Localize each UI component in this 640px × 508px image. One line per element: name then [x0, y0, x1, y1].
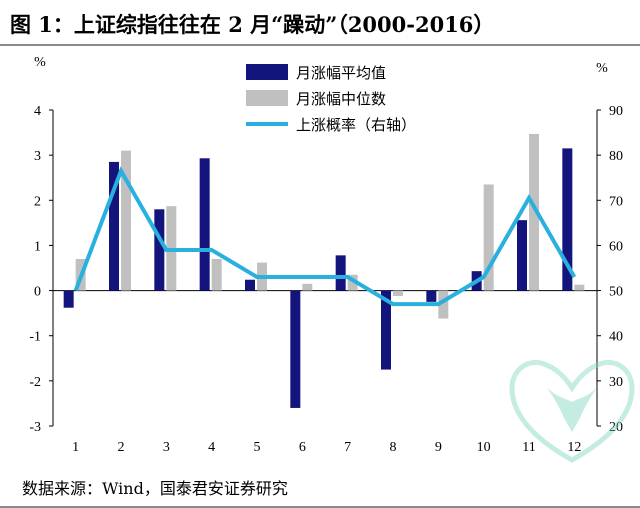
bar-median	[393, 290, 403, 296]
y-right-tick-label: 20	[609, 420, 623, 435]
bar-median	[347, 274, 358, 291]
bar-median	[302, 283, 313, 291]
y-left-tick-label: -1	[29, 330, 41, 345]
y-left-tick-label: 1	[34, 239, 41, 254]
line-rise-probability	[73, 166, 577, 307]
bar-mean	[335, 255, 346, 291]
x-tick-label: 6	[299, 440, 306, 455]
y-left-tick-label: 4	[34, 104, 41, 119]
y-left-tick-label: -3	[29, 420, 41, 435]
x-tick-label: 3	[163, 440, 170, 455]
x-tick-label: 4	[208, 440, 215, 455]
title-divider	[0, 44, 640, 46]
y-right-tick-label: 30	[609, 375, 623, 390]
y-right-tick-label: 70	[609, 194, 623, 209]
bar-mean	[63, 290, 74, 308]
bar-median	[211, 258, 222, 291]
bar-mean	[426, 290, 437, 302]
y-left-tick-label: 3	[34, 149, 41, 164]
bar-mean	[517, 220, 527, 291]
legend-swatch-median	[246, 90, 288, 106]
bar-median	[121, 150, 131, 291]
bar-mean	[290, 290, 301, 408]
watermark-logo	[509, 360, 635, 463]
x-tick-label: 7	[344, 440, 351, 455]
legend-label: 月涨幅中位数	[296, 90, 386, 108]
bar-mean	[245, 279, 255, 291]
x-tick-label: 2	[118, 440, 125, 455]
bar-mean	[381, 290, 391, 370]
bar-mean	[562, 148, 573, 291]
legend-label: 月涨幅平均值	[296, 64, 386, 82]
bar-median	[438, 290, 449, 319]
bar-mean	[109, 161, 119, 291]
y-left-tick-label: 0	[34, 285, 41, 300]
bar-mean	[154, 209, 165, 291]
bar-median	[483, 184, 494, 291]
bar-median	[529, 133, 539, 291]
y-right-axis-label: %	[596, 61, 608, 76]
y-right-tick-label: 50	[609, 285, 623, 300]
bar-mean	[199, 158, 210, 291]
x-tick-label: 8	[390, 440, 397, 455]
y-right-tick-label: 90	[609, 104, 623, 119]
chart-title: 图 1：上证综指往往在 2 月“躁动”（2000-2016）	[10, 12, 495, 37]
y-left-tick-label: 2	[34, 194, 41, 209]
legend-swatch-mean	[246, 64, 288, 80]
x-tick-label: 1	[72, 440, 79, 455]
x-tick-label: 9	[435, 440, 442, 455]
source-note: 数据来源：Wind，国泰君安证券研究	[22, 479, 288, 498]
y-left-tick-label: -2	[29, 375, 41, 390]
y-right-tick-label: 80	[609, 149, 623, 164]
bottom-divider	[0, 506, 640, 508]
legend-label: 上涨概率（右轴）	[296, 116, 416, 134]
x-tick-label: 5	[254, 440, 261, 455]
bar-median	[574, 284, 585, 291]
y-right-tick-label: 40	[609, 330, 623, 345]
x-tick-label: 12	[567, 440, 581, 455]
y-left-axis-label: %	[34, 55, 46, 70]
y-right-tick-label: 60	[609, 239, 623, 254]
x-tick-label: 10	[477, 440, 491, 455]
x-tick-label: 11	[522, 440, 535, 455]
